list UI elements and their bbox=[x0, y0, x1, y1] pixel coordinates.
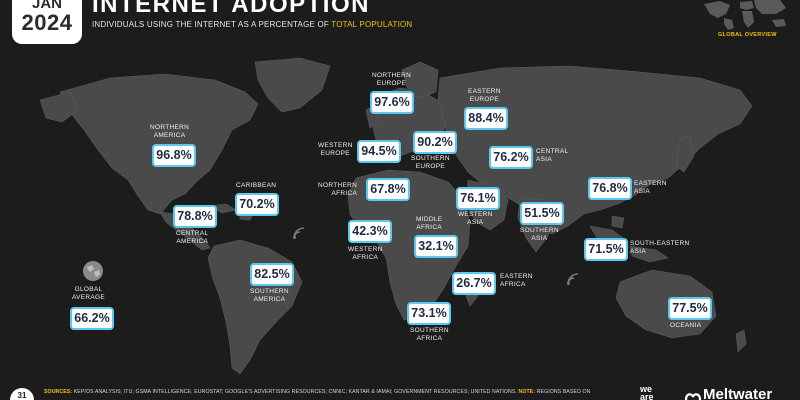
label-text: GLOBAL AVERAGE bbox=[72, 286, 106, 301]
region-value-western-africa: 42.3% bbox=[348, 220, 392, 243]
region-value-southern-america: 82.5% bbox=[250, 263, 294, 286]
region-label-northern-africa: NORTHERN AFRICA bbox=[318, 182, 357, 197]
region-value-central-asia: 76.2% bbox=[489, 146, 533, 169]
label-text: EASTERN AFRICA bbox=[500, 273, 533, 288]
region-value-caribbean: 70.2% bbox=[235, 193, 279, 216]
label-text: SOUTH-EASTERN ASIA bbox=[630, 240, 690, 255]
region-label-southern-europe: SOUTHERN EUROPE bbox=[411, 155, 450, 170]
region-value-western-europe: 94.5% bbox=[357, 140, 401, 163]
region-label-oceania: OCEANIA bbox=[670, 322, 702, 329]
label-text: EASTERN ASIA bbox=[634, 180, 667, 195]
region-label-western-asia: WESTERN ASIA bbox=[458, 211, 493, 226]
date-month: JAN bbox=[31, 0, 62, 12]
region-value-northern-america: 96.8% bbox=[152, 144, 196, 167]
label-text: SOUTHERN AFRICA bbox=[410, 327, 449, 342]
region-label-eastern-asia: EASTERN ASIA bbox=[634, 180, 667, 195]
label-text: SOUTHERN AMERICA bbox=[250, 288, 289, 303]
subtitle-highlight: TOTAL POPULATION bbox=[331, 20, 413, 29]
global-overview-label: GLOBAL OVERVIEW bbox=[718, 32, 777, 38]
global-overview-map-icon bbox=[704, 0, 786, 30]
region-label-southern-asia: SOUTHERN ASIA bbox=[520, 227, 559, 242]
label-text: CENTRAL AMERICA bbox=[176, 230, 209, 245]
label-text: CENTRAL ASIA bbox=[536, 148, 569, 163]
sources-text: SOURCES: KEPIOS ANALYSIS; ITU; GSMA INTE… bbox=[44, 389, 604, 396]
region-label-caribbean: CARIBBEAN bbox=[236, 182, 277, 189]
meltwater-logo-text: Meltwater bbox=[703, 386, 773, 400]
region-label-southern-africa: SOUTHERN AFRICA bbox=[410, 327, 449, 342]
label-text: NORTHERN AMERICA bbox=[150, 124, 190, 139]
page-number: 31 bbox=[10, 388, 34, 400]
region-value-eastern-europe: 88.4% bbox=[464, 107, 508, 130]
region-label-eastern-africa: EASTERN AFRICA bbox=[500, 273, 533, 288]
label-text: WESTERN AFRICA bbox=[348, 246, 383, 261]
label-text: NORTHERN AFRICA bbox=[318, 182, 358, 197]
region-label-western-africa: WESTERN AFRICA bbox=[348, 246, 383, 261]
subtitle-text: INDIVIDUALS USING THE INTERNET AS A PERC… bbox=[92, 20, 332, 29]
region-label-south-eastern-asia: SOUTH-EASTERN ASIA bbox=[630, 240, 690, 255]
region-label-southern-america: SOUTHERN AMERICA bbox=[250, 288, 289, 303]
note-body: REGIONS BASED ON bbox=[535, 389, 591, 395]
region-value-western-asia: 76.1% bbox=[456, 187, 500, 210]
sources-prefix: SOURCES: bbox=[44, 389, 73, 395]
page-subtitle: INDIVIDUALS USING THE INTERNET AS A PERC… bbox=[92, 20, 412, 29]
region-label-northern-america: NORTHERN AMERICA bbox=[150, 124, 189, 139]
region-value-southern-asia: 51.5% bbox=[520, 202, 564, 225]
label-text: SOUTHERN EUROPE bbox=[411, 155, 450, 170]
region-label-eastern-europe: EASTERN EUROPE bbox=[468, 88, 501, 103]
label-text: NORTHERN EUROPE bbox=[372, 72, 412, 87]
brand-are: are bbox=[640, 392, 654, 400]
region-value-global-average: 66.2% bbox=[70, 307, 114, 330]
region-value-northern-africa: 67.8% bbox=[366, 178, 410, 201]
label-text: MIDDLE AFRICA bbox=[416, 216, 443, 231]
signal-icon bbox=[293, 227, 305, 239]
signal-icon bbox=[567, 273, 579, 285]
label-text: WESTERN ASIA bbox=[458, 211, 493, 226]
region-value-southern-africa: 73.1% bbox=[407, 302, 451, 325]
page-title: INTERNET ADOPTION bbox=[92, 0, 370, 18]
we-are-social-logo: we are bbox=[640, 385, 654, 400]
label-text: EASTERN EUROPE bbox=[468, 88, 501, 103]
region-label-global-average: GLOBAL AVERAGE bbox=[72, 286, 105, 301]
region-value-central-america: 78.8% bbox=[173, 205, 217, 228]
region-label-central-america: CENTRAL AMERICA bbox=[176, 230, 208, 245]
region-value-oceania: 77.5% bbox=[668, 297, 712, 320]
region-label-middle-africa: MIDDLE AFRICA bbox=[416, 216, 442, 231]
region-value-northern-europe: 97.6% bbox=[370, 91, 414, 114]
region-value-middle-africa: 32.1% bbox=[414, 235, 458, 258]
date-year: 2024 bbox=[21, 10, 73, 35]
date-badge: JAN 2024 bbox=[12, 0, 82, 44]
region-label-northern-europe: NORTHERN EUROPE bbox=[372, 72, 411, 87]
label-text: SOUTHERN ASIA bbox=[520, 227, 559, 242]
meltwater-logo-icon bbox=[684, 393, 702, 400]
sources-body: KEPIOS ANALYSIS; ITU; GSMA INTELLIGENCE;… bbox=[72, 389, 519, 395]
brand-we: we bbox=[640, 384, 653, 394]
region-label-central-asia: CENTRAL ASIA bbox=[536, 148, 568, 163]
region-value-eastern-africa: 26.7% bbox=[452, 272, 496, 295]
note-prefix: NOTE: bbox=[518, 389, 536, 395]
region-value-south-eastern-asia: 71.5% bbox=[584, 238, 628, 261]
region-value-eastern-asia: 76.8% bbox=[588, 177, 632, 200]
region-label-western-europe: WESTERN EUROPE bbox=[318, 142, 353, 157]
label-text: WESTERN EUROPE bbox=[318, 142, 353, 157]
region-value-southern-europe: 90.2% bbox=[413, 131, 457, 154]
globe-icon bbox=[83, 261, 103, 281]
